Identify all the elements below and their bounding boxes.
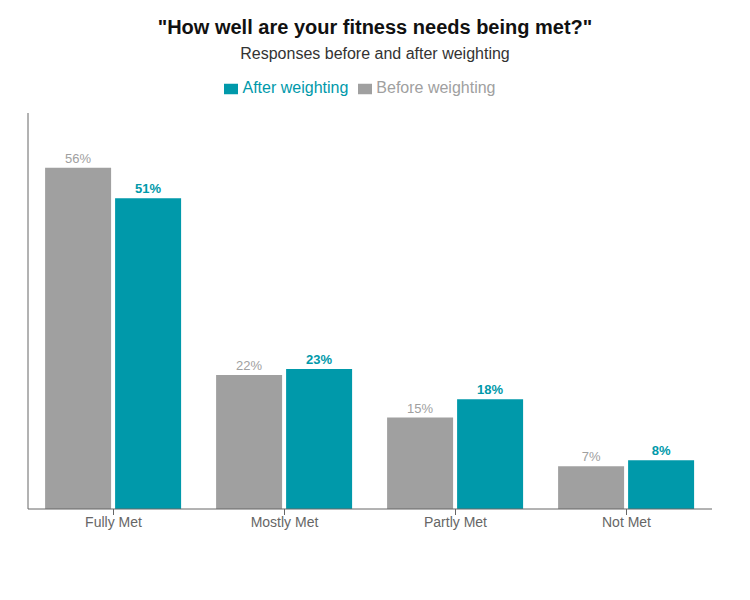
svg-text:18%: 18% — [477, 382, 503, 397]
svg-text:Not Met: Not Met — [602, 514, 651, 530]
html-text:Before weighting: Before weighting — [376, 79, 496, 96]
svg-text:Mostly Met: Mostly Met — [251, 514, 319, 530]
svg-text:15%: 15% — [407, 401, 433, 416]
svg-text:51%: 51% — [135, 181, 161, 196]
svg-text:7%: 7% — [582, 449, 601, 464]
svg-text:Partly Met: Partly Met — [424, 514, 487, 530]
svg-text:Fully Met: Fully Met — [85, 514, 142, 530]
html-text:After weighting: After weighting — [242, 79, 349, 96]
svg-text:8%: 8% — [652, 443, 671, 458]
html-text:"How well are your fitness nee: "How well are your fitness needs being m… — [157, 16, 593, 38]
svg-text:56%: 56% — [65, 151, 91, 166]
html-text:Responses before and after wei: Responses before and after weighting — [240, 45, 510, 62]
svg-text:22%: 22% — [236, 358, 262, 373]
svg-text:23%: 23% — [306, 352, 332, 367]
